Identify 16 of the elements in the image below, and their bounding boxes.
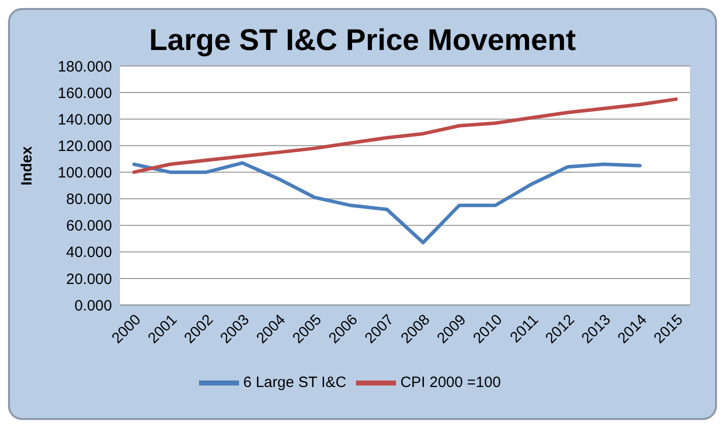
y-tick-label: 80.000 <box>66 191 112 208</box>
y-tick-label: 40.000 <box>66 244 112 262</box>
y-tick-label: 0.000 <box>74 297 112 314</box>
chart-title: Large ST I&C Price Movement <box>148 23 577 58</box>
y-tick-label: 100.000 <box>58 164 112 182</box>
y-tick-label: 160.000 <box>58 84 112 102</box>
y-tick-label: 60.000 <box>66 218 112 235</box>
legend-label: CPI 2000 =100 <box>400 374 501 391</box>
y-tick-label: 140.000 <box>58 111 112 128</box>
y-tick-label: 120.000 <box>58 138 112 155</box>
line-series <box>132 161 642 244</box>
legend-label: 6 Large ST I&C <box>243 374 346 391</box>
y-tick-label: 180.000 <box>58 58 112 76</box>
y-tick-label: 20.000 <box>66 270 112 288</box>
y-axis-title: Index <box>18 146 36 186</box>
line-series <box>132 97 678 174</box>
